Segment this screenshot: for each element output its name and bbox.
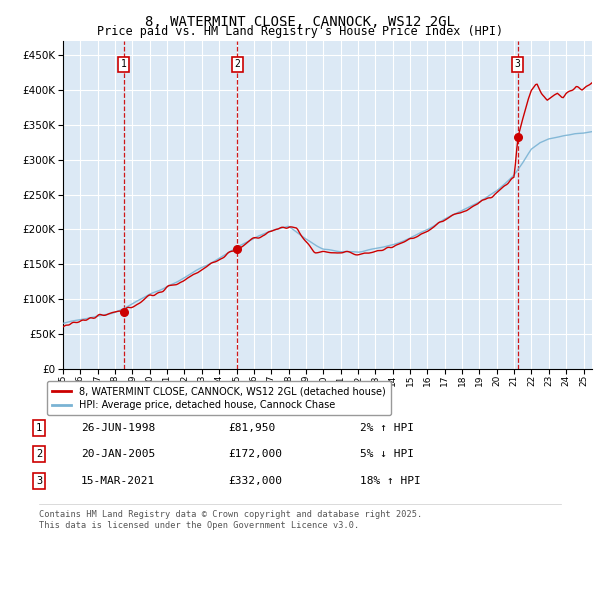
Text: £332,000: £332,000 — [228, 476, 282, 486]
Legend: 8, WATERMINT CLOSE, CANNOCK, WS12 2GL (detached house), HPI: Average price, deta: 8, WATERMINT CLOSE, CANNOCK, WS12 2GL (d… — [47, 381, 391, 415]
Text: 8, WATERMINT CLOSE, CANNOCK, WS12 2GL: 8, WATERMINT CLOSE, CANNOCK, WS12 2GL — [145, 15, 455, 29]
Text: 15-MAR-2021: 15-MAR-2021 — [81, 476, 155, 486]
Text: 1: 1 — [36, 423, 42, 432]
Text: 1: 1 — [121, 59, 127, 69]
Text: 5% ↓ HPI: 5% ↓ HPI — [360, 450, 414, 459]
Text: Price paid vs. HM Land Registry's House Price Index (HPI): Price paid vs. HM Land Registry's House … — [97, 25, 503, 38]
Text: 2% ↑ HPI: 2% ↑ HPI — [360, 423, 414, 432]
Text: Contains HM Land Registry data © Crown copyright and database right 2025.
This d: Contains HM Land Registry data © Crown c… — [39, 510, 422, 530]
Text: 20-JAN-2005: 20-JAN-2005 — [81, 450, 155, 459]
Text: 18% ↑ HPI: 18% ↑ HPI — [360, 476, 421, 486]
Text: 3: 3 — [515, 59, 521, 69]
Text: 3: 3 — [36, 476, 42, 486]
Text: 2: 2 — [36, 450, 42, 459]
Text: £172,000: £172,000 — [228, 450, 282, 459]
Text: 2: 2 — [235, 59, 241, 69]
Text: £81,950: £81,950 — [228, 423, 275, 432]
Text: 26-JUN-1998: 26-JUN-1998 — [81, 423, 155, 432]
